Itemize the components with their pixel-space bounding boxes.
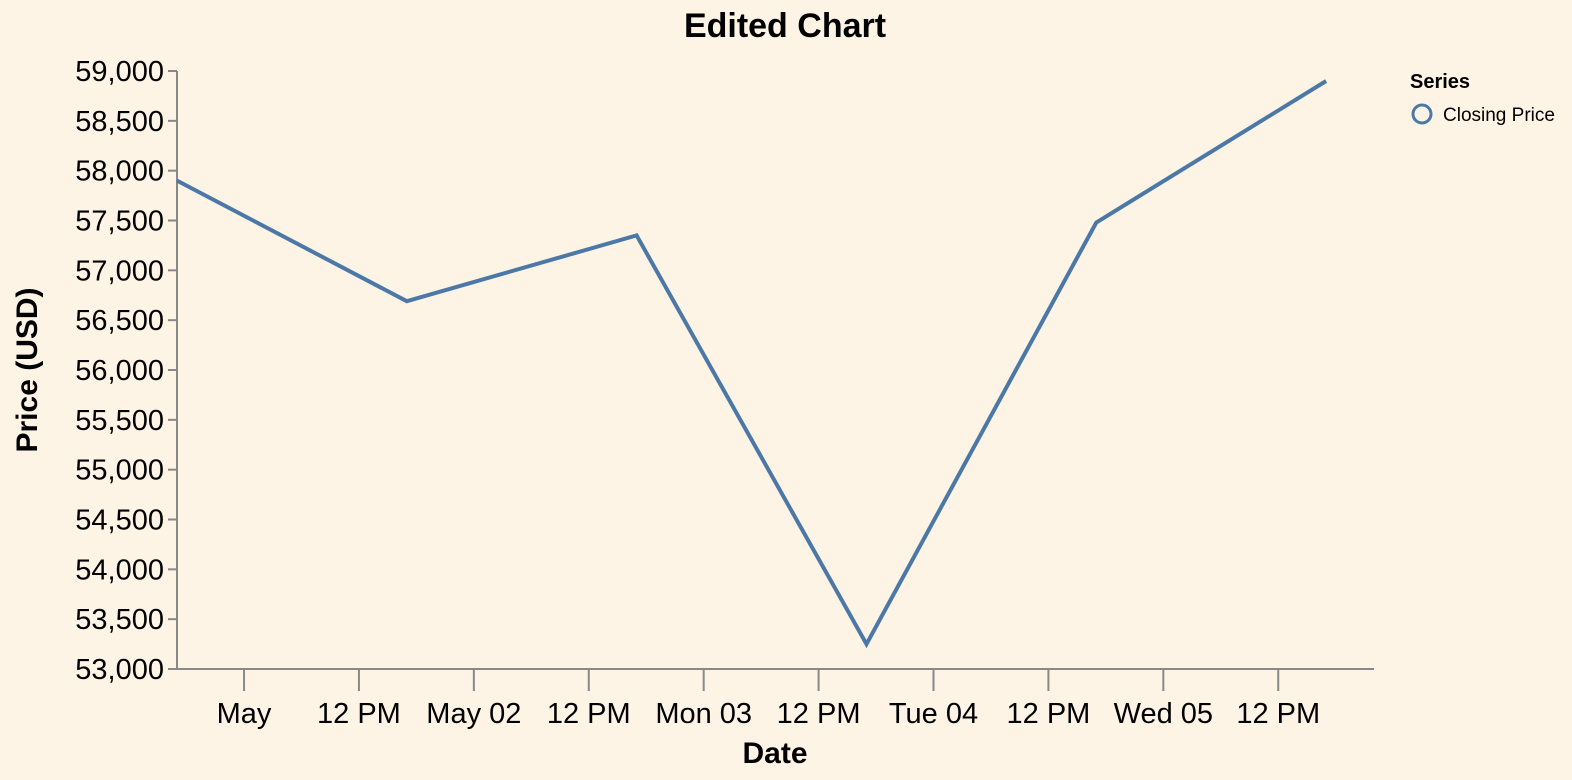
y-tick-label: 54,500: [75, 505, 164, 537]
x-tick-label: Wed 05: [1114, 698, 1213, 730]
y-tick-label: 53,500: [75, 604, 164, 636]
x-tick-label: 12 PM: [317, 698, 401, 730]
y-tick-label: 53,000: [75, 654, 164, 686]
x-axis: May 12 PM May 02 12 PM Mon 03 12 PM Tue 04 12 P…: [177, 668, 1374, 730]
y-tick-label: 57,500: [75, 206, 164, 238]
legend: Series Closing Price: [1410, 71, 1555, 126]
y-tick-label: 57,000: [75, 255, 164, 287]
y-tick-label: 55,500: [75, 405, 164, 437]
x-tick-label: 12 PM: [1236, 698, 1320, 730]
x-tick-label: 12 PM: [777, 698, 861, 730]
series-line-closing-price: [176, 79, 1328, 649]
chart-title: Edited Chart: [684, 7, 886, 45]
y-tick-label: 55,000: [75, 455, 164, 487]
x-tick-label: Mon 03: [655, 698, 752, 730]
legend-label-closing-price: Closing Price: [1443, 105, 1555, 126]
legend-symbol-closing-price: [1411, 103, 1433, 125]
y-tick-label: 56,000: [75, 355, 164, 387]
y-axis: 53,000 53,500 54,000 54,500 55,000 55,500 56,0…: [75, 56, 178, 686]
x-axis-title: Date: [742, 737, 807, 770]
y-tick-label: 58,000: [75, 156, 164, 188]
plot-area: [176, 79, 1328, 649]
y-tick-label: 58,500: [75, 106, 164, 138]
y-tick-label: 59,000: [75, 56, 164, 88]
x-tick-label: Tue 04: [889, 698, 978, 730]
x-tick-label: 12 PM: [547, 698, 631, 730]
y-axis-title: Price (USD): [11, 287, 44, 452]
x-tick-label: May 02: [426, 698, 521, 730]
legend-title: Series: [1410, 71, 1470, 93]
y-tick-label: 54,000: [75, 554, 164, 586]
x-tick-label: 12 PM: [1007, 698, 1091, 730]
x-tick-label: May: [217, 698, 272, 730]
y-tick-label: 56,500: [75, 305, 164, 337]
